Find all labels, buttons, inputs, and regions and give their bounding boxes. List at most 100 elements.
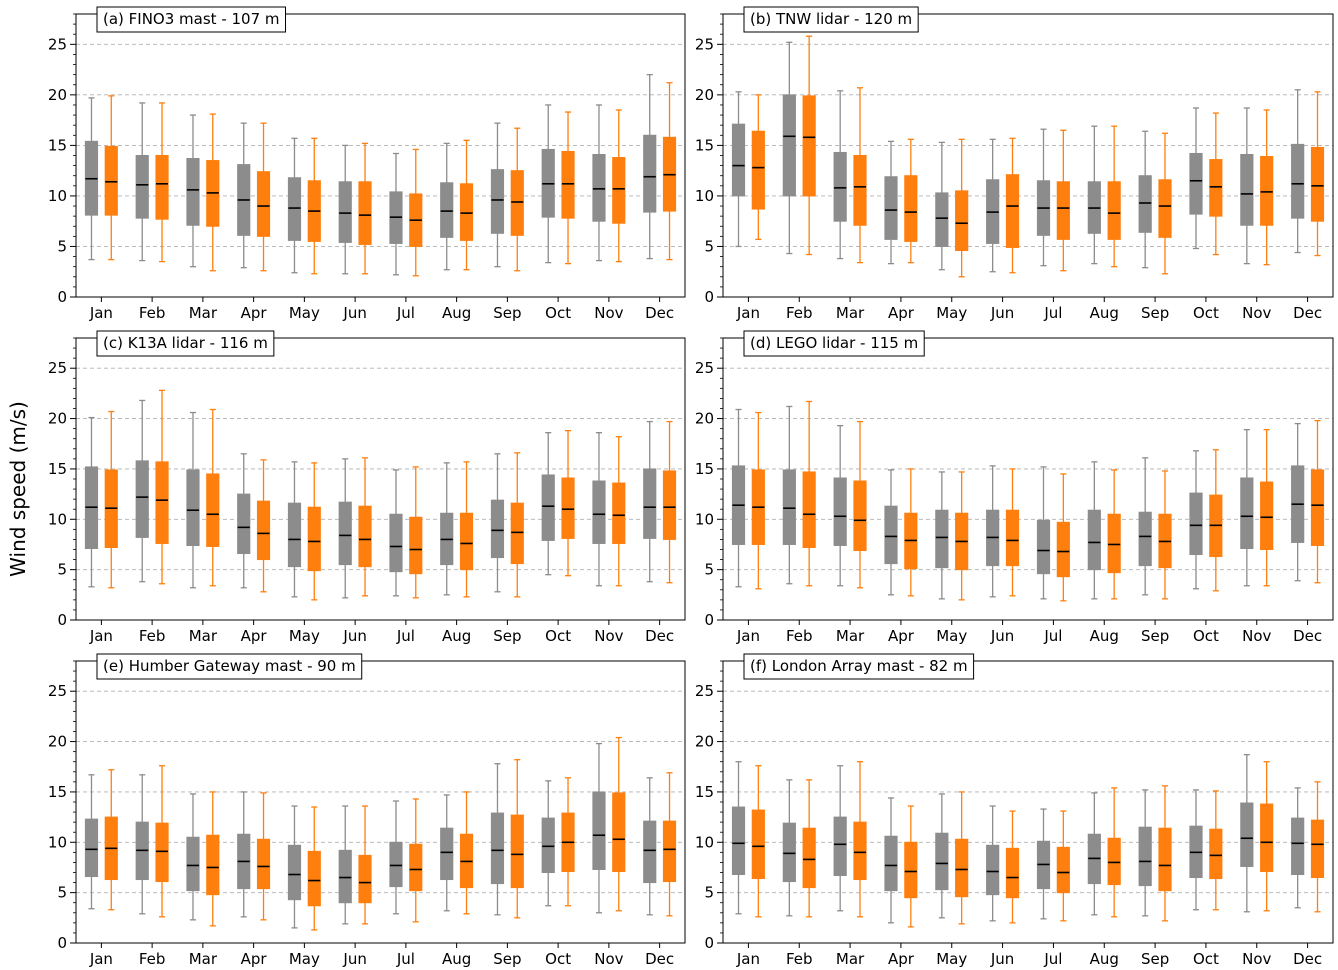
- x-tick-label: Feb: [139, 950, 166, 968]
- panel-title-box: [96, 653, 363, 680]
- box: [1158, 179, 1172, 238]
- x-tick-label: Dec: [1293, 627, 1322, 645]
- plot-frame: [722, 660, 1334, 944]
- box: [592, 153, 606, 222]
- plot-frame: [75, 13, 686, 298]
- x-tick-label: Apr: [241, 304, 268, 322]
- panel-title: (e) Humber Gateway mast - 90 m: [103, 657, 356, 675]
- x-tick-label: Dec: [645, 950, 674, 968]
- y-tick-label: 15: [48, 136, 67, 154]
- x-tick-label: Nov: [1242, 304, 1271, 322]
- chart-panel-f: 0 5 10 15 20 25 Jan Feb Mar Apr May Jun Jul Aug Sep Oct…: [695, 653, 1334, 968]
- box: [1005, 509, 1020, 567]
- y-tick-label: 5: [57, 561, 67, 579]
- y-tick-label: 5: [704, 884, 714, 902]
- box: [1087, 509, 1101, 571]
- x-tick-label: Mar: [836, 950, 865, 968]
- box: [155, 822, 169, 883]
- y-tick-label: 15: [695, 460, 714, 478]
- x-tick-label: Dec: [1293, 304, 1322, 322]
- x-tick-label: Jan: [89, 304, 113, 322]
- x-tick-label: Jan: [89, 627, 113, 645]
- box: [1138, 175, 1152, 233]
- y-tick-label: 10: [48, 187, 67, 205]
- box: [1056, 846, 1070, 894]
- box: [751, 130, 765, 210]
- box: [904, 841, 918, 899]
- chart-panel-e: 0 5 10 15 20 25 Jan Feb Mar Apr May Jun Jul Aug Sep Oct…: [48, 653, 686, 968]
- box: [358, 505, 372, 568]
- x-tick-label: Apr: [888, 950, 915, 968]
- x-tick-label: Jan: [736, 304, 760, 322]
- box: [935, 192, 949, 247]
- y-tick-label: 20: [48, 86, 67, 104]
- box: [833, 816, 847, 877]
- box: [440, 827, 454, 881]
- panel-title-box: [743, 330, 925, 357]
- box: [782, 822, 796, 883]
- box: [751, 809, 765, 880]
- box: [287, 502, 302, 568]
- box: [1209, 828, 1223, 880]
- box: [561, 150, 575, 219]
- box: [1056, 181, 1070, 240]
- x-tick-label: Sep: [493, 950, 521, 968]
- panel-title-box: [96, 330, 275, 357]
- y-tick-label: 5: [704, 561, 714, 579]
- panel-title: (f) London Array mast - 82 m: [750, 657, 968, 675]
- panel-title: (a) FINO3 mast - 107 m: [103, 10, 280, 28]
- box: [338, 849, 352, 904]
- box: [358, 181, 372, 245]
- y-tick-label: 15: [695, 136, 714, 154]
- y-tick-label: 25: [695, 359, 714, 377]
- box: [904, 175, 918, 242]
- box: [731, 123, 746, 197]
- box: [853, 480, 867, 552]
- box: [612, 482, 626, 544]
- x-tick-label: Oct: [545, 627, 571, 645]
- panel-title: (d) LEGO lidar - 115 m: [750, 334, 918, 352]
- box: [853, 821, 867, 881]
- x-tick-label: Mar: [189, 950, 218, 968]
- panel-title-box: [743, 6, 919, 33]
- x-tick-label: Apr: [888, 627, 915, 645]
- x-tick-label: Jul: [1043, 627, 1062, 645]
- box: [104, 145, 118, 216]
- box: [884, 505, 898, 565]
- x-tick-label: Oct: [545, 304, 571, 322]
- x-tick-label: Nov: [594, 950, 623, 968]
- box: [1005, 174, 1020, 248]
- box: [1189, 492, 1203, 556]
- chart-panel-d: 0 5 10 15 20 25 Jan Feb Mar Apr May Jun Jul Aug Sep Oct…: [695, 330, 1334, 645]
- x-tick-label: Apr: [888, 304, 915, 322]
- y-tick-label: 0: [704, 288, 714, 306]
- box: [389, 841, 403, 888]
- plot-frame: [722, 337, 1334, 621]
- x-tick-label: Dec: [645, 304, 674, 322]
- x-tick-label: Jun: [990, 627, 1014, 645]
- box: [1209, 159, 1223, 217]
- box: [186, 158, 200, 226]
- x-tick-label: Aug: [442, 627, 471, 645]
- x-tick-label: Feb: [786, 304, 813, 322]
- plot-area: [723, 661, 1333, 943]
- x-tick-label: Mar: [189, 304, 218, 322]
- x-tick-label: Jun: [990, 304, 1014, 322]
- x-tick-label: Oct: [1193, 950, 1219, 968]
- box: [490, 812, 505, 885]
- x-tick-label: Jul: [396, 304, 415, 322]
- box: [1310, 469, 1325, 546]
- y-tick-label: 20: [695, 410, 714, 428]
- y-tick-label: 20: [695, 86, 714, 104]
- x-tick-label: Oct: [1193, 627, 1219, 645]
- y-tick-label: 20: [48, 733, 67, 751]
- box: [1036, 519, 1051, 575]
- x-tick-label: Jan: [736, 950, 760, 968]
- y-tick-label: 25: [48, 359, 67, 377]
- box: [510, 814, 524, 889]
- y-tick-label: 20: [48, 410, 67, 428]
- y-tick-label: 10: [48, 510, 67, 528]
- y-tick-label: 25: [695, 35, 714, 53]
- x-tick-label: Oct: [1193, 304, 1219, 322]
- y-tick-label: 0: [57, 934, 67, 952]
